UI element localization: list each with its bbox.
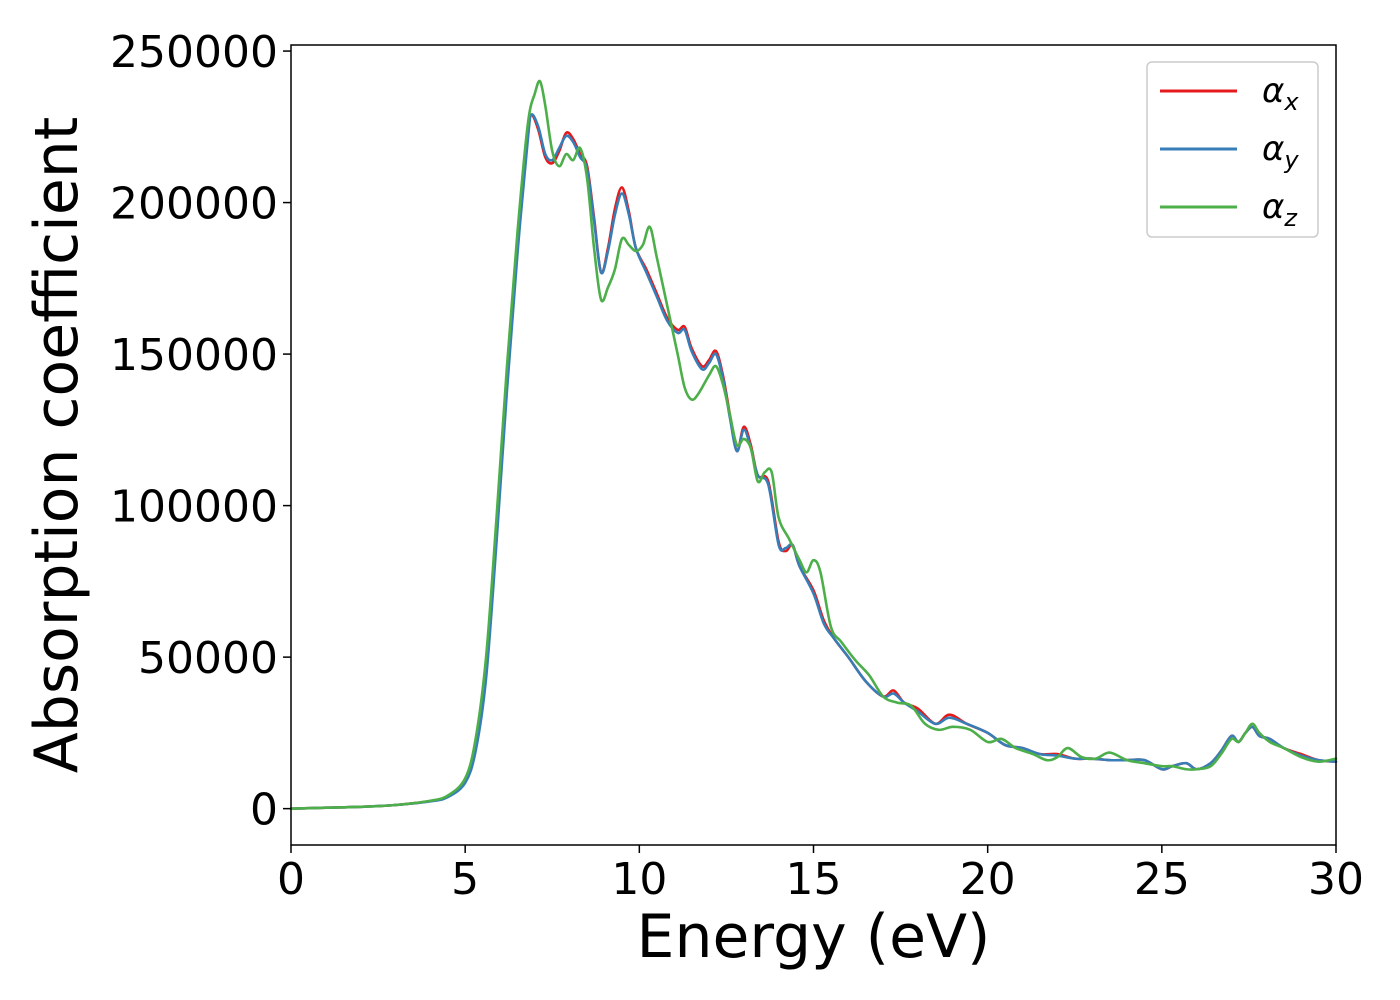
x-tick-label: 0: [277, 854, 305, 905]
legend-label-z: αz: [1262, 187, 1298, 232]
y-tick-label: 50000: [138, 633, 278, 684]
y-tick-label: 250000: [110, 27, 278, 78]
x-tick-label: 5: [451, 854, 479, 905]
plot-lines: [289, 79, 1338, 810]
legend: αx αy αz: [1146, 61, 1319, 238]
y-axis-title: Absorption coefficient: [22, 117, 92, 774]
y-tick-label: 0: [250, 785, 278, 836]
x-tick-label: 20: [960, 854, 1016, 905]
x-tick-label: 25: [1134, 854, 1190, 905]
x-axis-title: Energy (eV): [637, 902, 991, 972]
y-tick-label: 200000: [110, 179, 278, 230]
x-tick-label: 10: [611, 854, 667, 905]
y-tick-label: 150000: [110, 330, 278, 381]
legend-label-x: αx: [1262, 71, 1299, 116]
x-tick-label: 15: [786, 854, 842, 905]
y-axis-ticks: 0 50000 100000 150000 200000 250000: [110, 27, 291, 836]
x-tick-label: 30: [1308, 854, 1364, 905]
series-line-z: [289, 79, 1338, 810]
legend-label-y: αy: [1262, 129, 1299, 174]
x-axis-ticks: 0 5 10 15 20 25 30: [277, 845, 1364, 905]
y-tick-label: 100000: [110, 482, 278, 533]
